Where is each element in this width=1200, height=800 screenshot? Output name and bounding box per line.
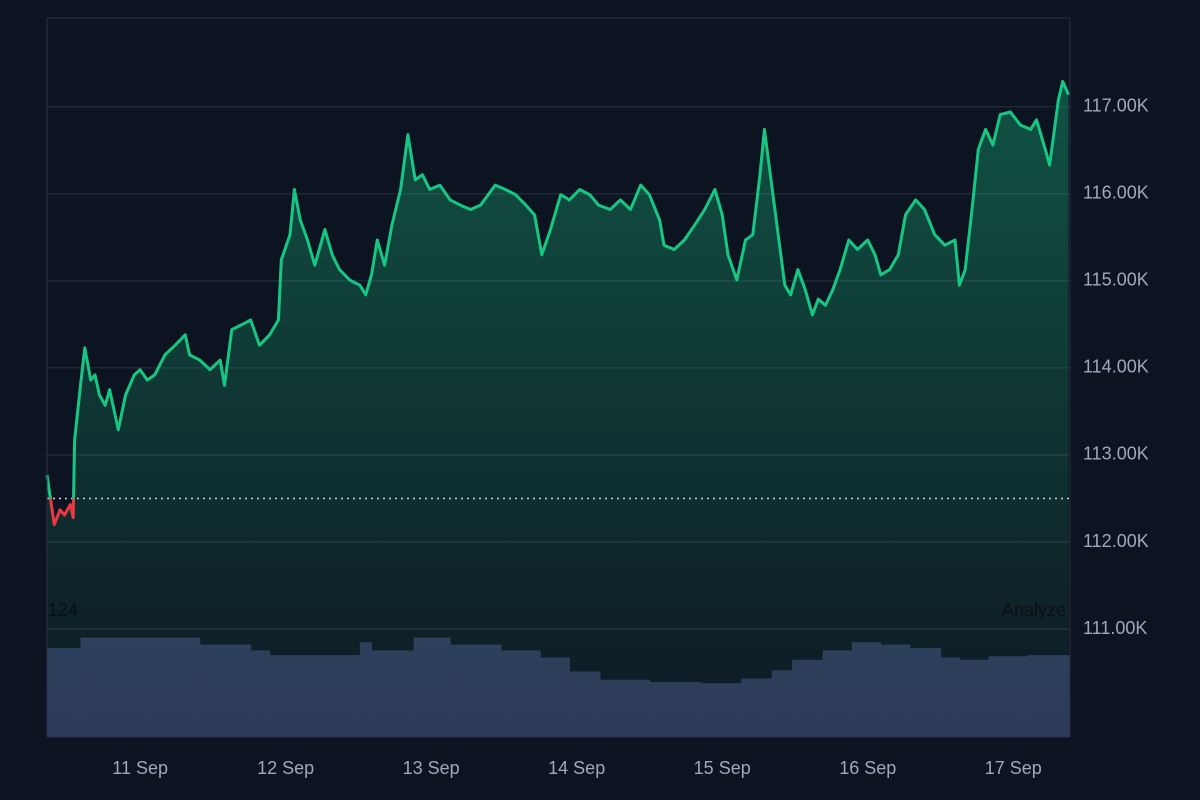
x-tick-label: 13 Sep bbox=[403, 758, 460, 778]
y-tick-label: 111.00K bbox=[1083, 618, 1147, 638]
x-tick-label: 15 Sep bbox=[694, 758, 751, 778]
x-tick-label: 11 Sep bbox=[112, 758, 168, 778]
x-tick-label: 14 Sep bbox=[548, 758, 605, 778]
price-line bbox=[45, 80, 1070, 499]
y-tick-label: 116.00K bbox=[1083, 183, 1149, 203]
area bbox=[47, 81, 1069, 737]
x-tick-label: 17 Sep bbox=[985, 758, 1042, 778]
y-tick-label: 115.00K bbox=[1083, 270, 1149, 290]
x-tick-label: 16 Sep bbox=[839, 758, 896, 778]
y-tick-label: 117.00K bbox=[1083, 96, 1149, 116]
y-tick-label: 114.00K bbox=[1083, 357, 1149, 377]
analyze-button[interactable]: Analyze bbox=[1002, 600, 1066, 620]
y-tick-label: 113.00K bbox=[1083, 444, 1149, 464]
x-tick-label: 12 Sep bbox=[257, 758, 314, 778]
volume-label: 124 bbox=[48, 600, 78, 620]
y-tick-label: 112.00K bbox=[1083, 531, 1149, 551]
plot bbox=[45, 80, 1070, 737]
